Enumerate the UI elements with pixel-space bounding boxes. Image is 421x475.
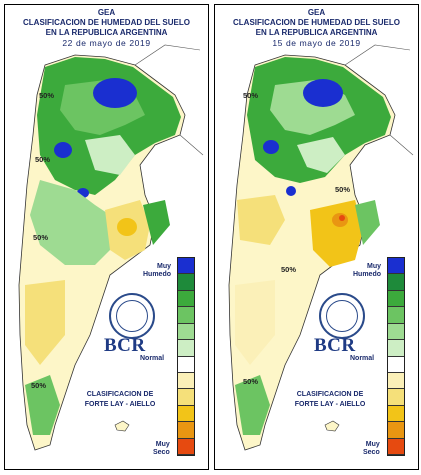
legend-swatch — [388, 438, 404, 456]
neighbor-border — [389, 134, 414, 156]
legend-swatch — [178, 290, 194, 308]
legend-bottom-1: Muy — [155, 441, 170, 448]
zone-center-yellow-west — [237, 195, 285, 245]
map-title-line1: CLASIFICACION DE HUMEDAD DEL SUELO — [23, 18, 190, 27]
argentina-map — [228, 44, 414, 451]
zone-very-wet-west — [263, 140, 279, 154]
legend-swatch — [388, 307, 404, 324]
map-header: GEA CLASIFICACION DE HUMEDAD DEL SUELO E… — [5, 8, 208, 48]
contour-label: 50% — [33, 233, 49, 242]
soil-moisture-map-may-15: GEA CLASIFICACION DE HUMEDAD DEL SUELO E… — [214, 4, 419, 470]
bcr-logo: BCR — [314, 335, 356, 356]
classification-credit: CLASIFICACION DE FORTE LAY - AIELLO — [275, 390, 385, 410]
zone-south-green — [235, 375, 270, 435]
contour-label: 50% — [243, 377, 259, 386]
argentina-map — [18, 44, 204, 451]
legend-mid-label: Normal — [140, 355, 165, 362]
contour-label: 50% — [39, 91, 55, 100]
legend-bottom-2: Seco — [153, 449, 170, 456]
legend-swatch — [178, 274, 194, 291]
legend-swatch — [178, 438, 194, 456]
legend-top-label: Muy Humedo — [143, 263, 171, 279]
contour-label: 50% — [335, 185, 351, 194]
moisture-legend — [177, 257, 195, 456]
zone-very-wet-nw — [303, 79, 343, 107]
contour-label: 50% — [281, 265, 297, 274]
zone-very-wet-center — [286, 186, 296, 196]
legend-bottom-2: Seco — [363, 449, 380, 456]
legend-top-1: Muy — [367, 263, 381, 270]
legend-swatch — [388, 422, 404, 439]
contour-label: 50% — [35, 155, 51, 164]
legend-swatch — [388, 323, 404, 341]
zone-very-dry-spot — [339, 215, 345, 221]
org-label: GEA — [97, 8, 116, 17]
legend-swatch — [178, 422, 194, 439]
zone-dry-spot — [117, 218, 137, 236]
zone-south-yellow — [25, 280, 65, 365]
legend-bottom-label: Muy Seco — [363, 441, 380, 457]
zone-east-green — [143, 200, 170, 245]
legend-swatch — [178, 389, 194, 406]
soil-moisture-map-may-22: GEA CLASIFICACION DE HUMEDAD DEL SUELO E… — [4, 4, 209, 470]
zone-south-yellow — [235, 280, 275, 365]
legend-swatch — [388, 405, 404, 423]
legend-swatch — [388, 372, 404, 390]
neighbor-border — [344, 44, 411, 66]
legend-swatch — [178, 372, 194, 390]
legend-bottom-label: Muy Seco — [153, 441, 170, 457]
legend-swatch — [388, 356, 404, 373]
legend-swatch — [178, 307, 194, 324]
org-label: GEA — [307, 8, 326, 17]
moisture-legend — [387, 257, 405, 456]
map-date: 22 de mayo de 2019 — [62, 38, 151, 48]
legend-swatch — [178, 356, 194, 373]
legend-bottom-1: Muy — [365, 441, 380, 448]
legend-swatch — [388, 258, 404, 275]
bcr-logo: BCR — [104, 335, 146, 356]
zone-very-wet-west — [54, 142, 72, 158]
map-title-line2: EN LA REPUBLICA ARGENTINA — [45, 28, 168, 37]
zone-south-green — [25, 375, 60, 435]
legend-top-label: Muy Humedo — [353, 263, 381, 279]
zone-center-green — [30, 180, 115, 265]
falkland-islands — [114, 420, 130, 432]
map-title-line1: CLASIFICACION DE HUMEDAD DEL SUELO — [233, 18, 400, 27]
legend-swatch — [178, 323, 194, 341]
zone-pale-green — [297, 137, 345, 173]
legend-top-1: Muy — [157, 263, 171, 270]
zone-very-wet-nw — [93, 78, 137, 108]
bolsa-comercio-seal — [109, 293, 155, 339]
neighbor-border — [134, 44, 201, 66]
legend-swatch — [388, 274, 404, 291]
contour-label: 50% — [243, 91, 259, 100]
legend-swatch — [178, 340, 194, 357]
bolsa-comercio-seal — [319, 293, 365, 339]
credit-line2: FORTE LAY - AIELLO — [84, 401, 156, 408]
zone-east-green — [355, 200, 380, 245]
contour-label: 50% — [31, 381, 47, 390]
falkland-islands — [324, 420, 340, 432]
legend-top-2: Humedo — [143, 271, 171, 278]
zone-center-dry — [310, 200, 363, 267]
zone-pale-green — [85, 135, 135, 175]
legend-swatch — [388, 340, 404, 357]
classification-credit: CLASIFICACION DE FORTE LAY - AIELLO — [65, 390, 175, 410]
neighbor-border — [179, 134, 204, 156]
map-date: 15 de mayo de 2019 — [272, 38, 361, 48]
legend-top-2: Humedo — [353, 271, 381, 278]
credit-line1: CLASIFICACION DE — [86, 391, 154, 398]
legend-swatch — [388, 290, 404, 308]
map-title-line2: EN LA REPUBLICA ARGENTINA — [255, 28, 378, 37]
legend-swatch — [388, 389, 404, 406]
credit-line2: FORTE LAY - AIELLO — [294, 401, 366, 408]
legend-mid-label: Normal — [350, 355, 375, 362]
credit-line1: CLASIFICACION DE — [296, 391, 364, 398]
legend-swatch — [178, 405, 194, 423]
map-header: GEA CLASIFICACION DE HUMEDAD DEL SUELO E… — [215, 8, 418, 48]
legend-swatch — [178, 258, 194, 275]
